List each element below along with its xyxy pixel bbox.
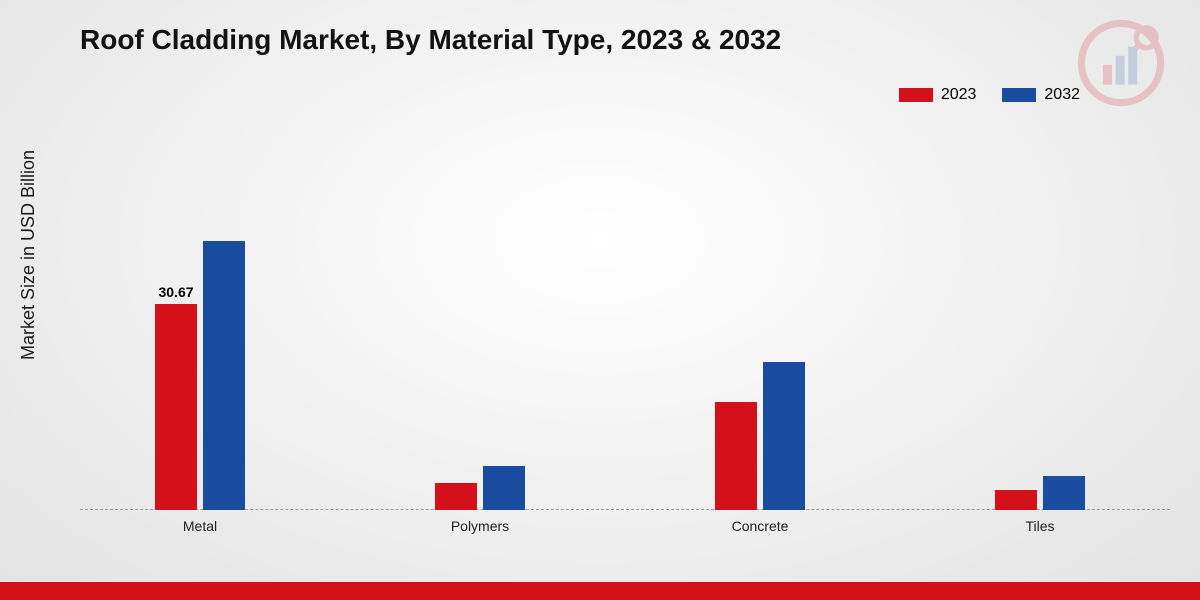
legend-swatch-2032 bbox=[1002, 88, 1036, 102]
legend-item-2023: 2023 bbox=[899, 86, 977, 104]
brand-logo-icon bbox=[1076, 18, 1166, 108]
legend-swatch-2023 bbox=[899, 88, 933, 102]
x-label-polymers: Polymers bbox=[451, 518, 509, 534]
x-label-concrete: Concrete bbox=[732, 518, 789, 534]
bar-concrete-2023 bbox=[715, 402, 757, 510]
bar-polymers-2023 bbox=[435, 483, 477, 510]
bar-group-tiles: Tiles bbox=[980, 476, 1100, 510]
plot-area: 30.67 Metal Polymers Concrete Tiles bbox=[80, 140, 1170, 540]
bar-metal-2023: 30.67 bbox=[155, 304, 197, 510]
bar-polymers-2032 bbox=[483, 466, 525, 510]
y-axis-label: Market Size in USD Billion bbox=[18, 150, 39, 360]
legend: 2023 2032 bbox=[899, 86, 1080, 104]
bar-tiles-2023 bbox=[995, 490, 1037, 510]
bottom-accent-bar bbox=[0, 582, 1200, 600]
bar-concrete-2032 bbox=[763, 362, 805, 510]
x-label-metal: Metal bbox=[183, 518, 217, 534]
chart-title: Roof Cladding Market, By Material Type, … bbox=[80, 24, 781, 56]
bar-value-label: 30.67 bbox=[158, 284, 193, 300]
legend-label-2023: 2023 bbox=[941, 86, 977, 104]
bar-group-concrete: Concrete bbox=[700, 362, 820, 510]
legend-item-2032: 2032 bbox=[1002, 86, 1080, 104]
bar-group-metal: 30.67 Metal bbox=[140, 241, 260, 510]
bar-tiles-2032 bbox=[1043, 476, 1085, 510]
bar-group-polymers: Polymers bbox=[420, 466, 540, 510]
x-label-tiles: Tiles bbox=[1025, 518, 1054, 534]
bar-metal-2032 bbox=[203, 241, 245, 510]
chart-page: Roof Cladding Market, By Material Type, … bbox=[0, 0, 1200, 600]
legend-label-2032: 2032 bbox=[1044, 86, 1080, 104]
